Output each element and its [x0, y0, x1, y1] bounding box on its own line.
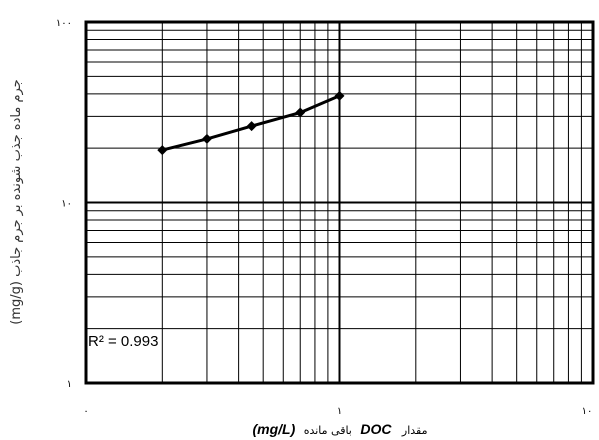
data-point-marker	[201, 133, 212, 144]
x-axis-label-doc: DOC	[360, 421, 392, 437]
grid-lines	[86, 22, 593, 383]
series-layer	[157, 90, 345, 156]
r-squared-annotation: R² = 0.993	[88, 333, 158, 350]
data-point-marker	[157, 145, 168, 156]
y-tick-label: ۱۰۰	[56, 18, 72, 29]
x-axis-label-fa: مقدار	[401, 424, 428, 437]
y-tick-labels: ۱ ۱۰ ۱۰۰	[56, 18, 72, 390]
data-point-marker	[334, 90, 345, 101]
y-tick-label: ۱۰	[61, 199, 72, 210]
data-point-marker	[246, 121, 257, 132]
x-tick-label: ۱۰	[582, 406, 593, 417]
x-axis-label-fa2: باقی مانده	[304, 424, 352, 437]
x-tick-label: ۱	[337, 406, 342, 417]
x-axis-label: (mg/L) باقی مانده DOC مقدار	[252, 421, 427, 438]
plot-frame	[84, 20, 595, 385]
x-tick-label: ۰	[83, 406, 88, 417]
x-tick-labels: ۰ ۱ ۱۰	[83, 406, 592, 417]
y-axis-label: (mg/g) جرم ماده جذب شونده بر جرم جاذب	[9, 79, 24, 324]
y-tick-label: ۱	[67, 379, 72, 390]
data-point-marker	[295, 107, 306, 118]
x-axis-label-unit: (mg/L)	[252, 421, 295, 437]
